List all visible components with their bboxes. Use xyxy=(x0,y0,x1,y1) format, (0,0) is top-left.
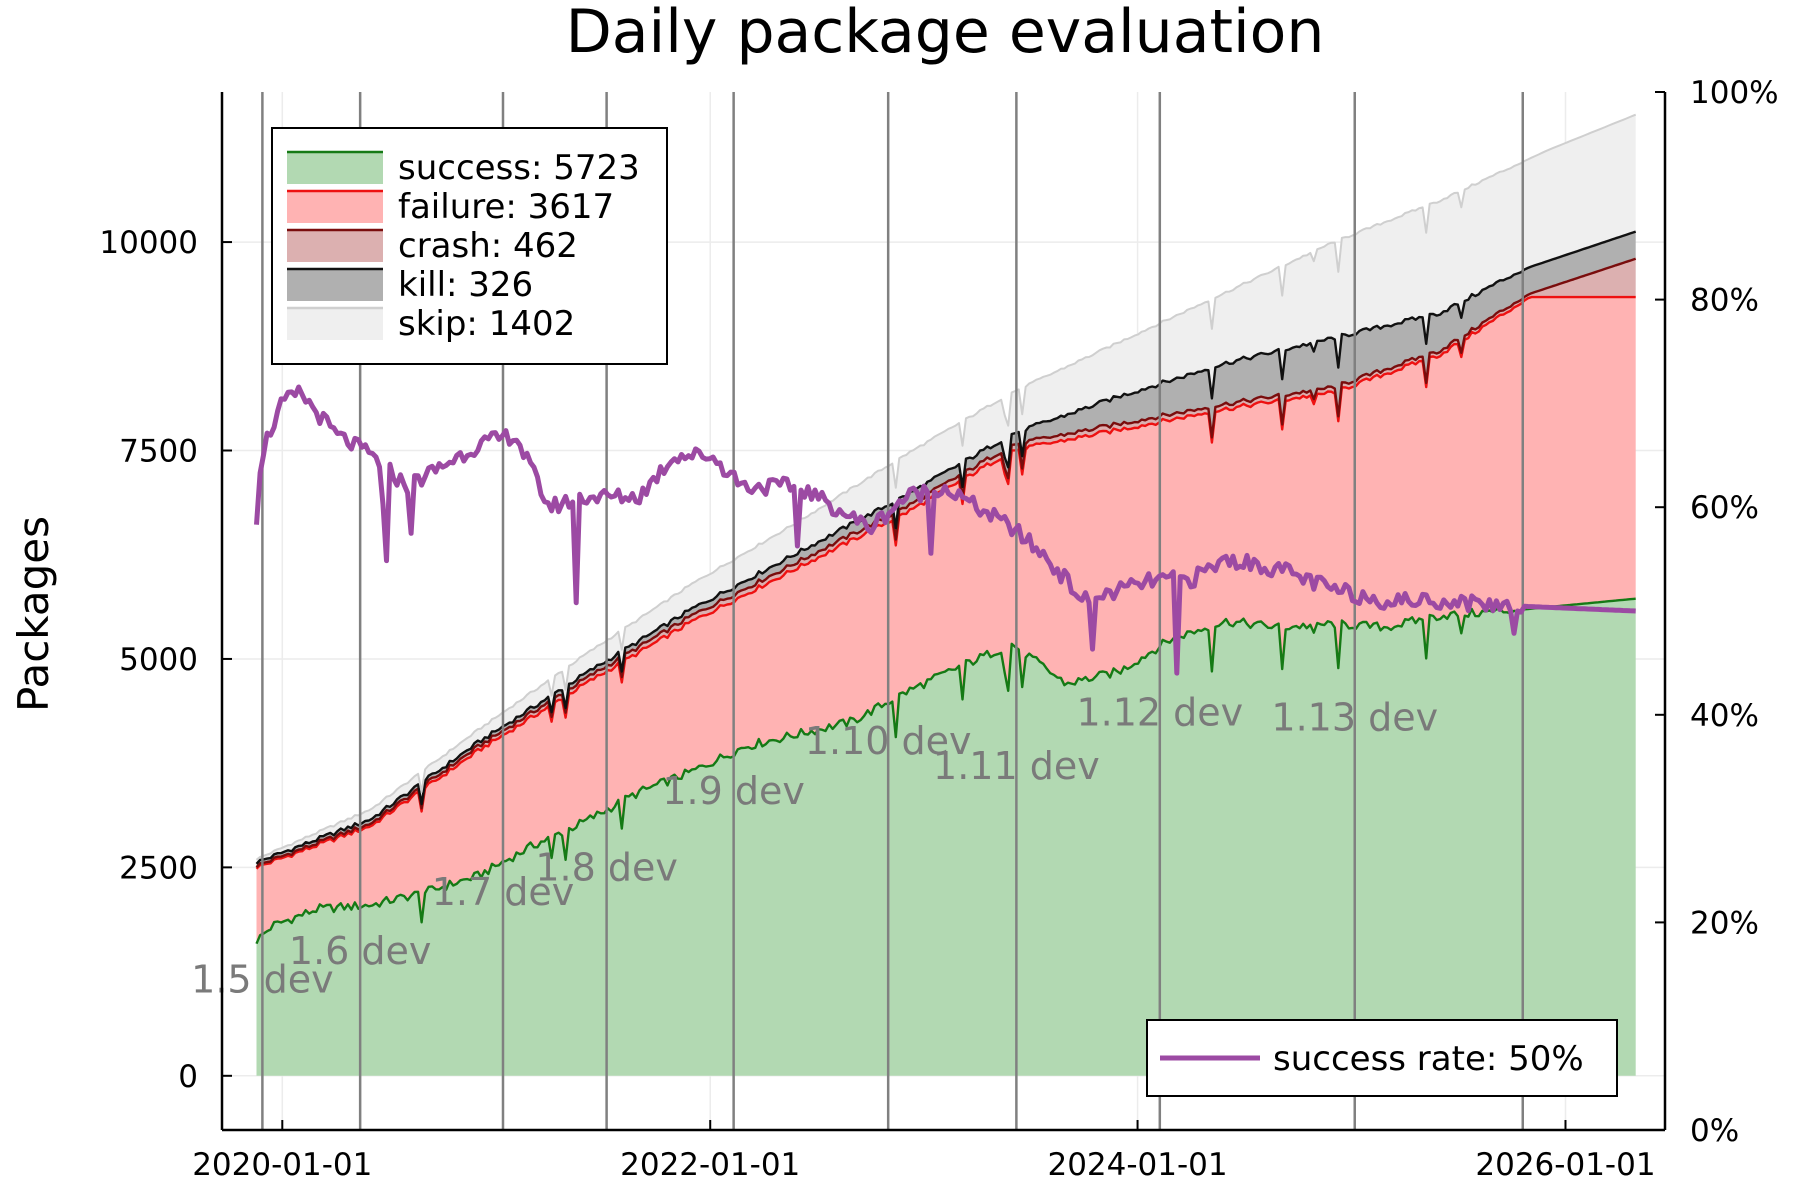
x-tick-label: 2024-01-01 xyxy=(1047,1147,1227,1183)
legend-swatch xyxy=(287,269,383,301)
failure-area xyxy=(256,297,1636,944)
legend-label: failure: 3617 xyxy=(398,187,614,227)
stacked-areas xyxy=(255,113,1637,1076)
release-label: 1.12 dev xyxy=(1076,691,1243,735)
y-tick-label: 10000 xyxy=(99,225,198,261)
y2-tick-label: 0% xyxy=(1690,1113,1739,1149)
success-rate-line xyxy=(254,384,1636,676)
legend-swatch xyxy=(287,152,383,184)
success-area xyxy=(256,598,1636,1076)
legend-label: success: 5723 xyxy=(398,148,640,188)
x-tick-label: 2022-01-01 xyxy=(620,1147,800,1183)
kill-line xyxy=(255,230,1637,865)
release-label: 1.5 dev xyxy=(191,957,334,1001)
chart-title: Daily package evaluation xyxy=(566,0,1325,67)
skip-line xyxy=(255,113,1637,861)
success-rate-series xyxy=(254,384,1636,676)
x-tick-label: 2020-01-01 xyxy=(192,1147,372,1183)
y2-tick-label: 100% xyxy=(1690,75,1779,111)
legend-swatch xyxy=(287,308,383,340)
y2-tick-label: 80% xyxy=(1690,283,1759,319)
skip-area xyxy=(256,114,1636,864)
release-label: 1.8 dev xyxy=(535,846,678,890)
y-tick-label: 7500 xyxy=(119,434,198,470)
x-tick-label: 2026-01-01 xyxy=(1475,1147,1655,1183)
rate-legend: success rate: 50% xyxy=(1146,1019,1618,1097)
success-line xyxy=(255,597,1636,945)
kill-area xyxy=(256,231,1636,868)
axes: 0 2500 5000 7500 10000 2020-01-01 2022-01-01 20… xyxy=(99,75,1778,1183)
legend-label: skip: 1402 xyxy=(398,304,575,344)
y-tick-label: 0 xyxy=(178,1059,198,1095)
y-tick-label: 2500 xyxy=(119,850,198,886)
legend-label: kill: 326 xyxy=(398,265,533,305)
release-label: 1.10 dev xyxy=(805,719,972,763)
y2-tick-label: 60% xyxy=(1690,490,1759,526)
release-label: 1.13 dev xyxy=(1271,696,1438,740)
crash-line xyxy=(255,257,1637,869)
legend-swatch xyxy=(287,230,383,262)
legend-label: crash: 462 xyxy=(398,226,578,266)
release-label: 1.11 dev xyxy=(933,744,1100,788)
y2-tick-label: 20% xyxy=(1690,905,1759,941)
y-axis-label: Packages xyxy=(9,516,58,712)
legend-swatch xyxy=(287,191,383,223)
release-label: 1.9 dev xyxy=(662,769,805,813)
y-tick-label: 5000 xyxy=(119,642,198,678)
y2-tick-label: 40% xyxy=(1690,698,1759,734)
release-label: 1.6 dev xyxy=(289,929,432,973)
release-label: 1.7 dev xyxy=(432,870,575,914)
legend2-label: success rate: 50% xyxy=(1273,1039,1584,1079)
